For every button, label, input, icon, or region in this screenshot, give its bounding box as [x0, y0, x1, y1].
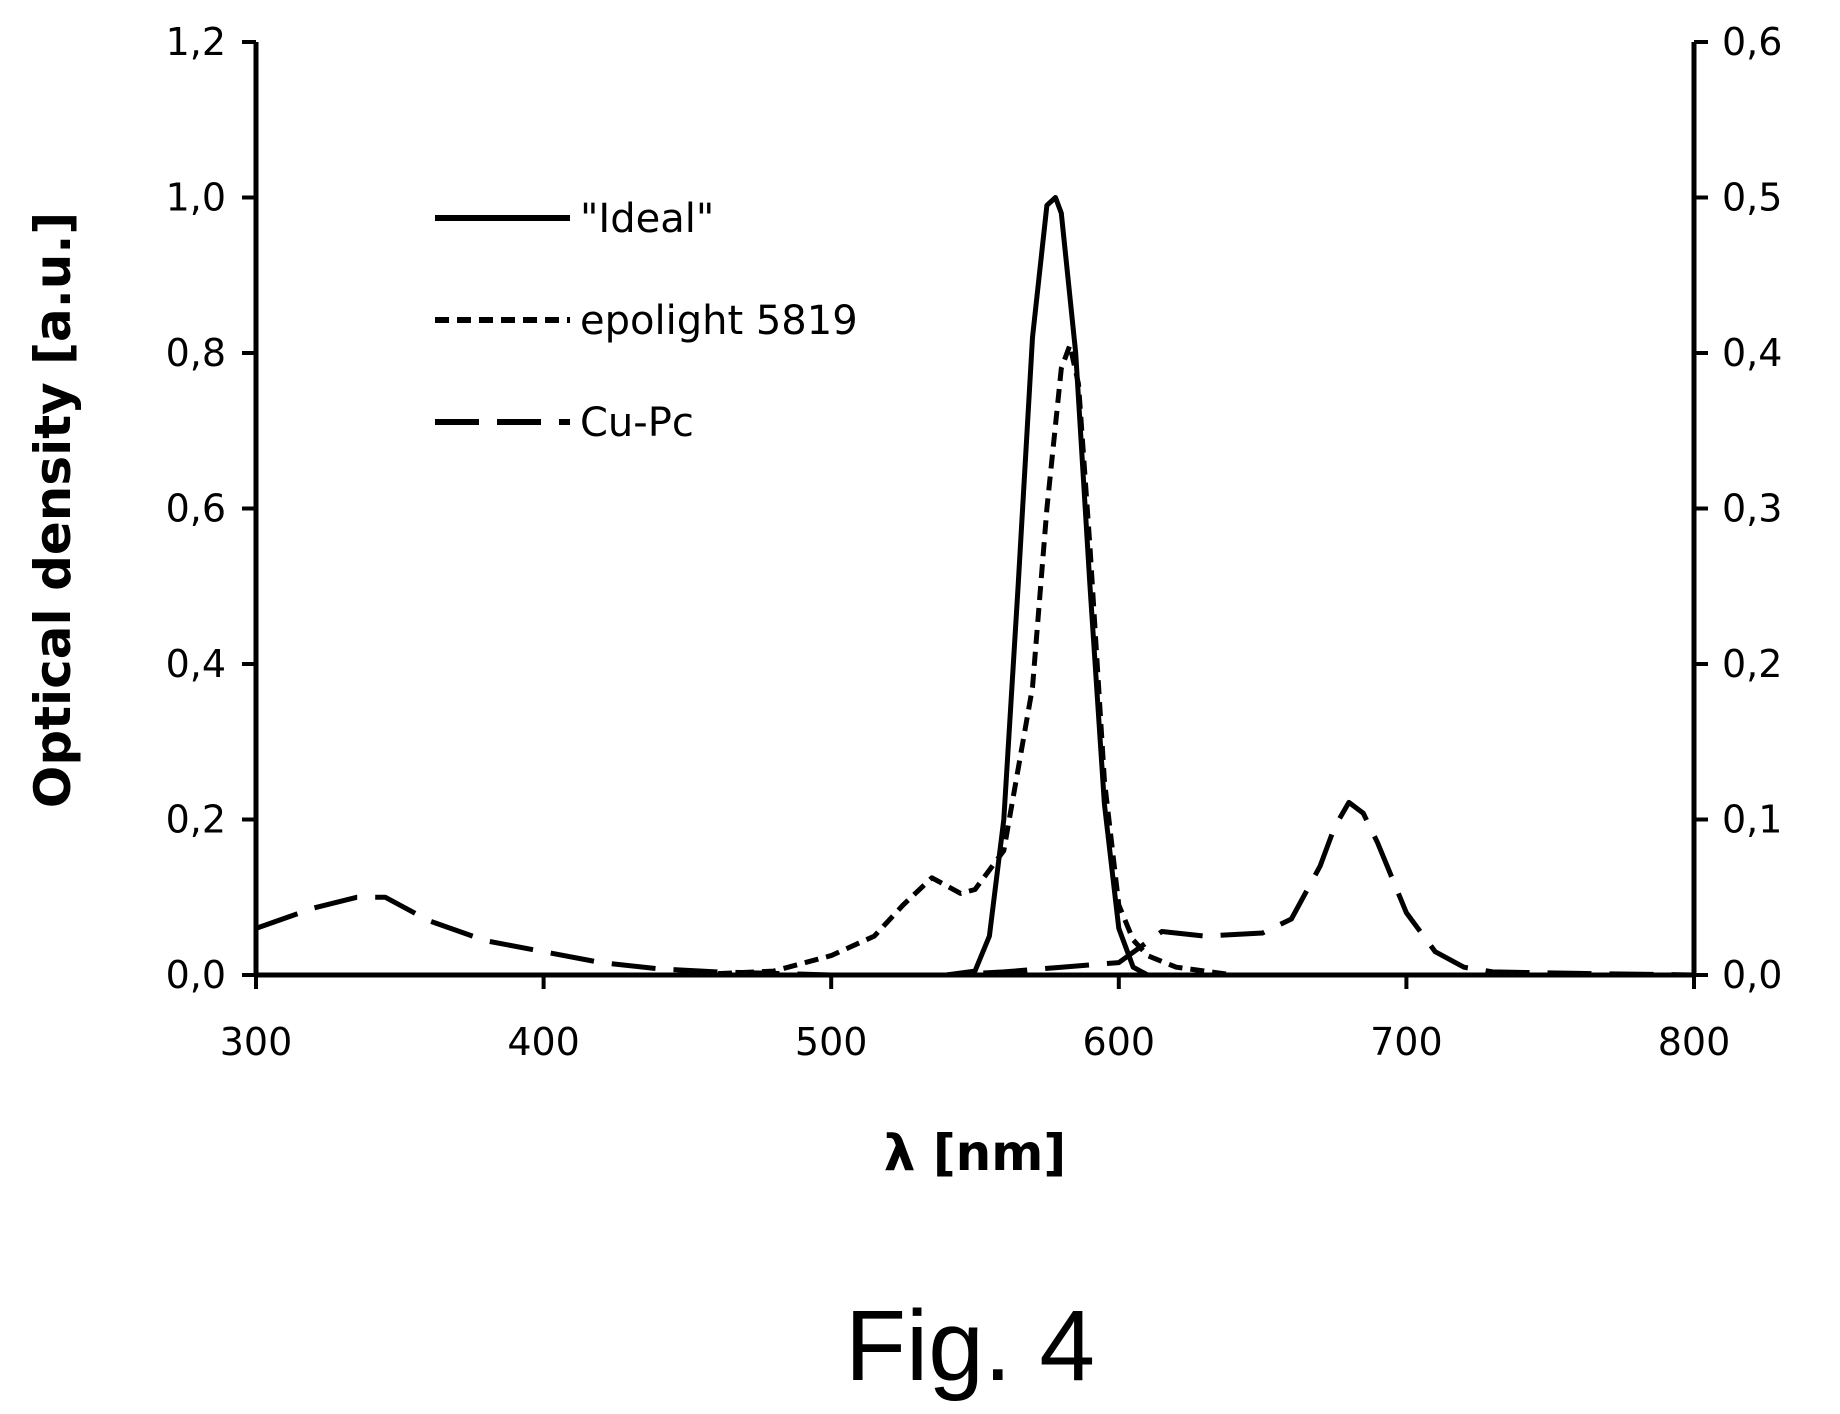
y2-tick-label: 0,2 [1722, 642, 1782, 686]
y-tick-label: 0,8 [166, 331, 226, 375]
series-line-1 [256, 342, 1694, 978]
plot-area [253, 42, 1697, 978]
y-tick-label: 0,2 [166, 798, 226, 842]
y-tick-label: 0,6 [166, 487, 226, 531]
x-tick-label: 300 [220, 1020, 293, 1064]
legend-label-0: "Ideal" [580, 196, 714, 242]
y-tick-label: 1,2 [166, 20, 226, 64]
y2-tick-label: 0,0 [1722, 953, 1782, 997]
y-tick-label: 0,4 [166, 642, 226, 686]
y2-tick-label: 0,5 [1722, 176, 1782, 220]
x-tick-label: 400 [507, 1020, 580, 1064]
x-tick-label: 600 [1083, 1020, 1156, 1064]
y2-tick-label: 0,4 [1722, 331, 1782, 375]
legend: "Ideal" epolight 5819 Cu-Pc [435, 196, 858, 446]
series-line-2 [255, 799, 1695, 978]
x-tick-label: 800 [1658, 1020, 1731, 1064]
x-tick-label: 700 [1370, 1020, 1443, 1064]
figure-caption: Fig. 4 [845, 1290, 1095, 1402]
legend-label-2: Cu-Pc [580, 400, 694, 446]
axis-ticks: 300 400 500 600 700 800 0,0 0,2 0,4 0,6 0,8 1,0 1,2 0… [166, 20, 1783, 1064]
y2-tick-label: 0,6 [1722, 20, 1782, 64]
x-axis-label: λ [nm] [884, 1124, 1066, 1182]
y2-tick-label: 0,1 [1722, 798, 1782, 842]
y2-tick-label: 0,3 [1722, 487, 1782, 531]
series-line-0 [945, 195, 1177, 978]
x-tick-label: 500 [795, 1020, 868, 1064]
y-tick-label: 0,0 [166, 953, 226, 997]
legend-label-1: epolight 5819 [580, 298, 858, 344]
series-layer [255, 195, 1695, 978]
y-axis-label: Optical density [a.u.] [24, 212, 82, 808]
y-tick-label: 1,0 [166, 176, 226, 220]
